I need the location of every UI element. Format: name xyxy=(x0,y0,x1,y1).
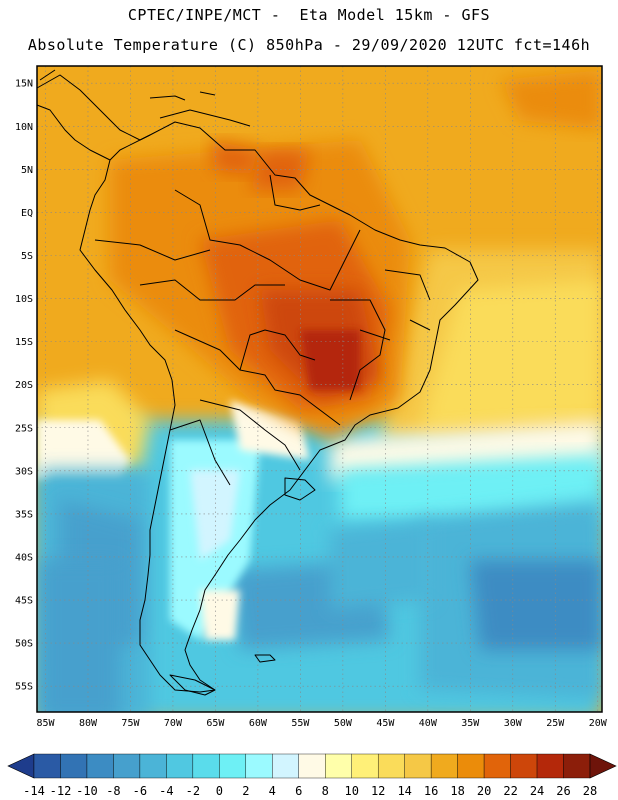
lon-label: 55W xyxy=(291,718,310,729)
colorbar-swatch xyxy=(192,753,220,779)
latitude-labels: 15N 10N 5N EQ 5S 10S 15S 20S 25S 30S 35S 40S 45S 50S 5… xyxy=(15,79,33,693)
lon-label: 40W xyxy=(419,718,438,729)
colorbar-swatch xyxy=(272,753,299,779)
colorbar-level-label: 20 xyxy=(477,784,491,798)
lat-label: 15N xyxy=(15,79,33,90)
longitude-labels: 85W 80W 75W 70W 65W 60W 55W 50W 45W 40W 35W 30W 25W 2… xyxy=(36,718,607,729)
colorbar-min-arrow xyxy=(7,753,35,779)
colorbar-level-label: -4 xyxy=(159,784,173,798)
colorbar-level-label: -8 xyxy=(106,784,120,798)
lon-label: 50W xyxy=(334,718,353,729)
lon-label: 85W xyxy=(36,718,55,729)
lat-label: 10N xyxy=(15,122,33,133)
lat-label: 55S xyxy=(15,682,33,693)
temperature-field xyxy=(37,66,602,712)
colorbar-level-label: 28 xyxy=(583,784,597,798)
lat-label: 30S xyxy=(15,466,33,477)
map-frame xyxy=(36,65,603,713)
colorbar-level-label: 14 xyxy=(397,784,411,798)
colorbar-level-label: 16 xyxy=(424,784,438,798)
lon-label: 75W xyxy=(121,718,140,729)
colorbar-level-label: -10 xyxy=(76,784,98,798)
colorbar-level-label: -6 xyxy=(133,784,147,798)
colorbar-level-label: -14 xyxy=(23,784,45,798)
lat-label: 15S xyxy=(15,337,33,348)
colorbar-level-label: 18 xyxy=(450,784,464,798)
lat-label: EQ xyxy=(21,208,33,219)
colorbar-swatch xyxy=(113,753,141,779)
colorbar-level-label: 6 xyxy=(295,784,302,798)
colorbar-swatch xyxy=(351,753,379,779)
lat-label: 45S xyxy=(15,596,33,607)
colorbar: -14 -12 -10 -8 -6 -4 -2 0 2 4 6 8 10 12 14 16 18 20 22 24 26… xyxy=(7,753,617,798)
colorbar-swatch xyxy=(298,753,326,779)
colorbar-level-label: 24 xyxy=(530,784,544,798)
lat-label: 50S xyxy=(15,639,33,650)
colorbar-swatch xyxy=(377,753,405,779)
lon-label: 65W xyxy=(206,718,225,729)
colorbar-swatch xyxy=(139,753,167,779)
lat-label: 10S xyxy=(15,294,33,305)
colorbar-level-label: 10 xyxy=(344,784,358,798)
lat-label: 5N xyxy=(21,165,33,176)
colorbar-swatch xyxy=(510,753,538,779)
colorbar-swatch xyxy=(245,753,273,779)
colorbar-swatch xyxy=(60,753,88,779)
lat-label: 35S xyxy=(15,509,33,520)
colorbar-swatch xyxy=(325,753,352,779)
lon-label: 60W xyxy=(249,718,268,729)
lon-label: 25W xyxy=(546,718,565,729)
colorbar-level-label: 26 xyxy=(556,784,570,798)
colorbar-swatch xyxy=(563,753,591,779)
colorbar-level-label: 0 xyxy=(216,784,223,798)
colorbar-swatch xyxy=(86,753,114,779)
lat-label: 40S xyxy=(15,552,33,563)
lat-label: 25S xyxy=(15,423,33,434)
lon-label: 30W xyxy=(504,718,523,729)
lat-label: 20S xyxy=(15,380,33,391)
lon-label: 80W xyxy=(79,718,98,729)
colorbar-level-label: 12 xyxy=(371,784,385,798)
colorbar-level-label: 4 xyxy=(269,784,276,798)
colorbar-max-arrow xyxy=(589,753,617,779)
lon-label: 35W xyxy=(461,718,480,729)
colorbar-swatch xyxy=(536,753,564,779)
colorbar-swatch xyxy=(404,753,432,779)
colorbar-swatch xyxy=(430,753,458,779)
coastlines xyxy=(36,69,479,696)
colorbar-swatch xyxy=(166,753,194,779)
map-title: CPTEC/INPE/MCT - Eta Model 15km - GFS xyxy=(127,6,491,24)
colorbar-swatch xyxy=(483,753,511,779)
colorbar-level-label: -12 xyxy=(50,784,72,798)
colorbar-swatch xyxy=(219,753,247,779)
colorbar-swatch xyxy=(33,753,61,779)
lon-label: 45W xyxy=(376,718,395,729)
colorbar-level-label: 2 xyxy=(242,784,249,798)
colorbar-level-label: 22 xyxy=(503,784,517,798)
lon-label: 20W xyxy=(589,718,608,729)
colorbar-swatch xyxy=(457,753,485,779)
lon-label: 70W xyxy=(164,718,183,729)
colorbar-level-label: 8 xyxy=(322,784,329,798)
colorbar-level-label: -2 xyxy=(186,784,200,798)
map-subtitle: Absolute Temperature (C) 850hPa - 29/09/… xyxy=(27,36,591,54)
lat-label: 5S xyxy=(21,251,33,262)
